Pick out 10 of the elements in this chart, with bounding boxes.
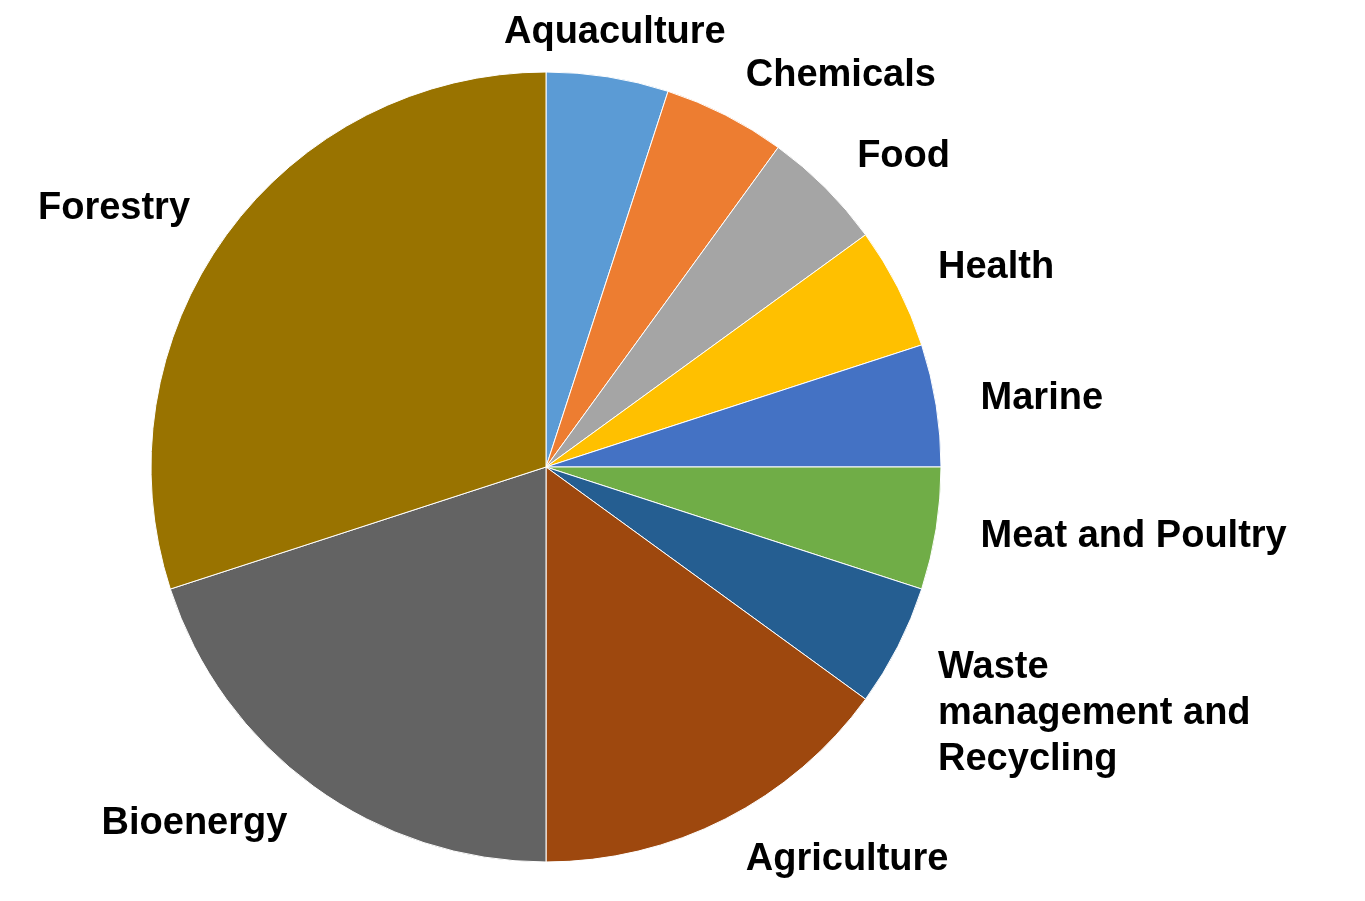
slice-label: Chemicals	[745, 51, 936, 94]
slice-label: Agriculture	[745, 836, 949, 879]
slice-label: Forestry	[37, 185, 191, 228]
slice-label: Food	[857, 132, 950, 175]
slice-label: Waste management and Recycling	[938, 643, 1251, 778]
slice-label: Health	[938, 244, 1055, 287]
slice-label: Bioenergy	[101, 799, 288, 842]
slice-label: Aquaculture	[503, 9, 726, 52]
slice-label: Meat and Poultry	[980, 512, 1287, 555]
slice-label: Marine	[980, 375, 1104, 418]
